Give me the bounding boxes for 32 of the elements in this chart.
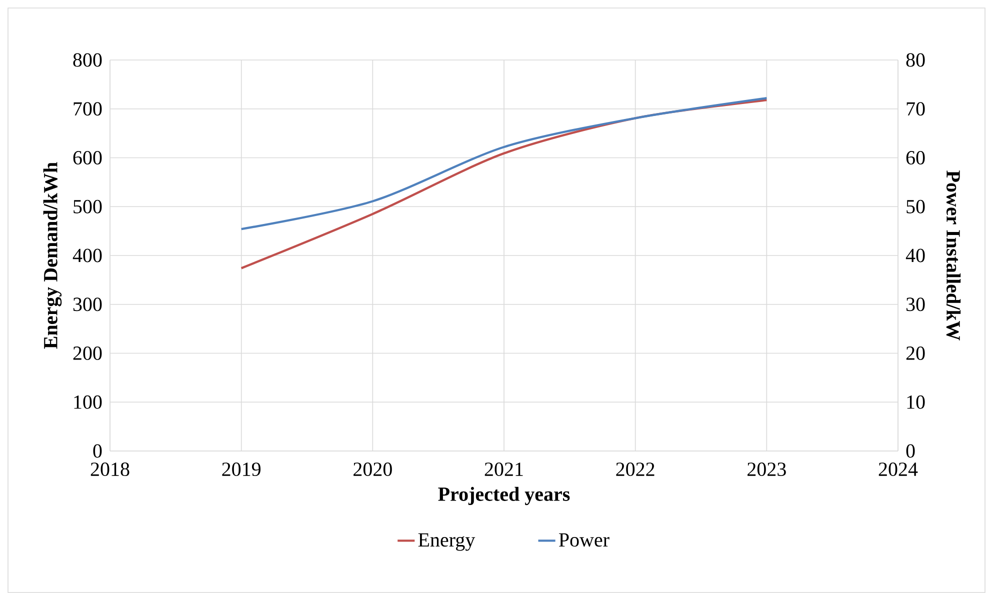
y2-tick-label: 70 <box>906 102 925 116</box>
y-tick-label: 0 <box>93 444 102 458</box>
x-tick-label: 2018 <box>90 462 130 476</box>
x-tick-label: 2022 <box>616 462 654 476</box>
y2-axis-title: Power Installed/kW <box>946 170 961 340</box>
y2-tick-label: 60 <box>906 150 925 164</box>
y-tick-label: 500 <box>74 200 102 214</box>
x-tick-label: 2021 <box>484 462 523 476</box>
line-series <box>240 97 768 230</box>
line-series <box>240 98 768 270</box>
x-tick-label: 2023 <box>748 462 786 476</box>
y2-tick-label: 0 <box>906 444 915 458</box>
y-tick-label: 800 <box>73 53 102 67</box>
y2-tick-label: 80 <box>906 53 925 67</box>
y-axis-title: Energy Demand/kWh <box>43 162 62 349</box>
y2-tick-label: 30 <box>906 298 925 312</box>
x-tick-label: 2019 <box>222 462 261 476</box>
x-tick-label: 2024 <box>878 462 918 476</box>
y2-tick-label: 20 <box>906 346 925 360</box>
y-tick-label: 700 <box>74 102 102 116</box>
y-tick-label: 300 <box>73 298 102 312</box>
y-tick-label: 600 <box>73 150 102 164</box>
y-tick-label: 100 <box>74 395 102 409</box>
y2-tick-label: 10 <box>907 395 925 409</box>
y2-tick-label: 40 <box>906 248 925 262</box>
legend-label: Power <box>559 533 610 547</box>
y2-tick-label: 50 <box>906 200 925 214</box>
y-tick-label: 200 <box>73 346 102 360</box>
legend-label: Energy <box>418 533 476 551</box>
y-tick-label: 400 <box>72 248 102 262</box>
x-axis-title: Projected years <box>438 486 570 506</box>
x-tick-label: 2020 <box>354 462 392 476</box>
